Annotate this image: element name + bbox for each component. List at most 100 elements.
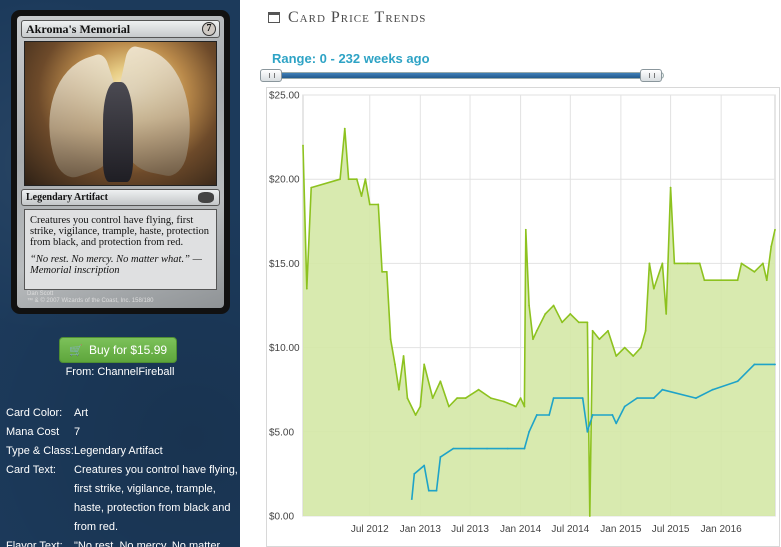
series-1-point [506,447,509,450]
series-1-point [413,473,416,475]
series-1-point [535,414,538,416]
series-1-point [435,489,438,492]
series-0-point [305,287,308,290]
series-1-point [581,397,584,400]
series-1-point [486,447,488,450]
card-mana-cost-symbol: 7 [202,22,216,36]
card-sidebar: Akroma's Memorial 7 Legendary Artifact C… [0,0,240,547]
detail-row-flavor-text: Flavor Text: "No rest. No mercy. No matt… [6,537,238,547]
detail-label: Card Color: [6,407,63,419]
series-1-point [548,414,551,416]
series-1-point [528,430,531,433]
price-chart-svg: $0.00 $5.00 $10.00 $15.00 $20.00 $25.00 Jul 20… [269,91,776,535]
series-0-point [423,363,426,366]
detail-row-type-class: Type & Class: Legendary Artifact [6,442,238,461]
series-0-point [607,329,609,332]
series-0-point [673,262,676,265]
card-text-box: Creatures you control have flying, first… [24,209,217,290]
series-0-point [402,355,405,357]
series-0-point [577,321,580,324]
y-tick-label: $10.00 [269,343,300,354]
series-0-point [355,178,358,181]
detail-value: 7 [74,426,81,438]
x-tick-label: Jan 2013 [400,524,442,535]
card-illustrator: Dan Scott [27,291,54,297]
series-1-point [469,447,471,450]
card-type-line: Legendary Artifact [26,192,108,203]
y-tick-label: $20.00 [269,175,300,186]
series-0-point [464,397,467,400]
range-slider-max-handle[interactable] [640,69,662,82]
series-0-point [515,405,517,408]
series-0-point [588,515,591,517]
series-1-point [523,447,526,450]
shopping-cart-icon: 🛒 [68,345,83,357]
series-0-point [736,279,739,282]
series-0-point [524,228,527,231]
series-1-point [452,447,455,450]
card-type-bar: Legendary Artifact [21,189,220,206]
series-1-point [552,397,555,400]
series-0-point [552,304,555,307]
series-0-point [368,203,371,206]
series-1-point [427,489,430,492]
series-0-point [544,313,547,315]
card-rules-text: Creatures you control have flying, first… [30,215,210,248]
x-tick-label: Jan 2015 [600,524,642,535]
series-1-point [591,414,594,416]
card-artwork [24,41,217,186]
detail-value: Creatures you control have flying, first… [74,464,238,533]
artwork-figure [103,82,133,182]
panel-title: Card Price Trends [268,9,426,29]
series-0-point [339,178,341,181]
series-0-point [586,321,589,324]
series-0-point [502,400,505,403]
series-0-point [414,414,417,416]
series-0-point [623,346,626,349]
range-slider-min-handle[interactable] [260,69,282,82]
card-name-bar: Akroma's Memorial 7 [21,20,220,38]
series-0-point [762,262,764,265]
series-0-point [765,279,768,282]
series-0-point [615,355,618,357]
detail-value: Art [74,407,89,419]
range-slider[interactable] [260,69,664,82]
series-1-point [623,405,626,408]
series-1-point [711,388,714,391]
card-copyright: ™ & © 2007 Wizards of the Coast, Inc. 15… [27,298,154,304]
detail-label: Type & Class: [6,445,74,457]
detail-value: Legendary Artifact [74,445,163,457]
series-0-point [360,195,363,197]
series-0-point [652,287,655,290]
series-0-point [648,262,651,265]
series-0-point [302,144,304,147]
buy-button[interactable]: 🛒 Buy for $15.99 [59,337,177,363]
detail-row-card-color: Card Color: Art [6,404,238,423]
series-0-point [397,388,400,391]
series-1-point [694,397,697,400]
card-name: Akroma's Memorial [26,22,131,36]
series-0-point [665,313,668,315]
series-1-point [586,430,589,433]
range-slider-selection[interactable] [268,73,652,78]
series-0-point [770,245,773,248]
series-0-point [703,279,706,282]
buy-button-label: Buy for $15.99 [88,343,168,357]
y-tick-label: $0.00 [269,512,294,523]
card-image: Akroma's Memorial 7 Legendary Artifact C… [11,10,230,314]
set-symbol-icon [198,192,214,203]
series-0-point [389,338,392,341]
series-1-point [410,498,413,501]
series-0-point [377,203,380,206]
series-0-point [406,397,409,400]
series-0-point [456,397,459,400]
series-1-point [661,388,664,391]
series-0-point [661,262,664,265]
series-1-point [736,380,739,383]
detail-label: Flavor Text: [6,540,63,547]
series-0-point [598,338,601,341]
series-1-point [652,397,655,400]
x-tick-label: Jul 2015 [652,524,690,535]
series-1-point [753,363,756,366]
series-0-point [569,313,572,315]
